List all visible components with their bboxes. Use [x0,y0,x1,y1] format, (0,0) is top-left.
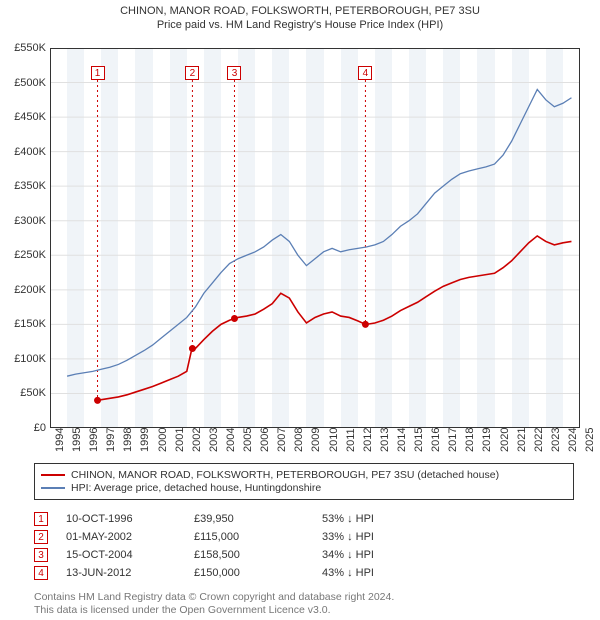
x-tick-label: 2025 [584,428,596,452]
x-tick-label: 2008 [293,428,305,452]
y-tick-label: £300K [0,215,46,227]
legend-box: CHINON, MANOR ROAD, FOLKSWORTH, PETERBOR… [34,463,574,500]
x-tick-label: 2007 [276,428,288,452]
sale-marker-2: 2 [185,66,199,80]
legend-row-hpi: HPI: Average price, detached house, Hunt… [41,482,567,494]
x-tick-label: 2003 [208,428,220,452]
x-tick-label: 2015 [413,428,425,452]
row-price: £115,000 [194,531,304,543]
x-tick-label: 1997 [105,428,117,452]
legend-label-property: CHINON, MANOR ROAD, FOLKSWORTH, PETERBOR… [71,469,499,481]
x-tick-label: 2021 [516,428,528,452]
row-price: £158,500 [194,549,304,561]
y-tick-label: £400K [0,146,46,158]
row-price: £150,000 [194,567,304,579]
row-date: 01-MAY-2002 [66,531,176,543]
sales-table: 1 10-OCT-1996 £39,950 53% ↓ HPI 2 01-MAY-2002… [34,510,574,582]
footer-line2: This data is licensed under the Open Gov… [34,604,331,616]
legend-label-hpi: HPI: Average price, detached house, Hunt… [71,482,321,494]
row-marker: 4 [34,566,48,580]
y-tick-label: £150K [0,318,46,330]
x-tick-label: 2018 [464,428,476,452]
x-tick-label: 1999 [139,428,151,452]
y-tick-label: £450K [0,111,46,123]
x-tick-label: 2000 [157,428,169,452]
y-tick-label: £200K [0,284,46,296]
x-tick-label: 1996 [88,428,100,452]
footer-line1: Contains HM Land Registry data © Crown c… [34,591,394,603]
x-tick-label: 2010 [328,428,340,452]
x-tick-label: 2013 [379,428,391,452]
row-diff: 33% ↓ HPI [322,531,472,543]
row-price: £39,950 [194,513,304,525]
sales-table-row: 1 10-OCT-1996 £39,950 53% ↓ HPI [34,510,574,528]
row-date: 13-JUN-2012 [66,567,176,579]
sales-table-row: 2 01-MAY-2002 £115,000 33% ↓ HPI [34,528,574,546]
legend-swatch-hpi [41,487,65,489]
row-diff: 43% ↓ HPI [322,567,472,579]
y-tick-label: £100K [0,353,46,365]
x-tick-label: 2024 [567,428,579,452]
plot-svg [50,48,580,428]
y-tick-label: £0 [0,422,46,434]
sale-marker-3: 3 [227,66,241,80]
row-date: 10-OCT-1996 [66,513,176,525]
y-tick-label: £500K [0,77,46,89]
sale-marker-1: 1 [91,66,105,80]
chart-area: 1234199419951996199719981999200020012002… [50,48,580,428]
row-date: 15-OCT-2004 [66,549,176,561]
title-block: CHINON, MANOR ROAD, FOLKSWORTH, PETERBOR… [0,0,600,33]
x-tick-label: 2012 [362,428,374,452]
x-tick-label: 2009 [310,428,322,452]
row-marker: 2 [34,530,48,544]
y-tick-label: £50K [0,387,46,399]
x-tick-label: 2023 [550,428,562,452]
title-line2: Price paid vs. HM Land Registry's House … [0,18,600,32]
sales-table-row: 3 15-OCT-2004 £158,500 34% ↓ HPI [34,546,574,564]
x-tick-label: 2020 [499,428,511,452]
row-marker: 1 [34,512,48,526]
x-tick-label: 1998 [122,428,134,452]
x-tick-label: 2001 [174,428,186,452]
legend-swatch-property [41,474,65,476]
y-tick-label: £550K [0,42,46,54]
x-tick-label: 1995 [71,428,83,452]
x-tick-label: 2002 [191,428,203,452]
y-tick-label: £350K [0,180,46,192]
sales-table-row: 4 13-JUN-2012 £150,000 43% ↓ HPI [34,564,574,582]
title-line1: CHINON, MANOR ROAD, FOLKSWORTH, PETERBOR… [0,4,600,18]
x-tick-label: 2022 [533,428,545,452]
footer-text: Contains HM Land Registry data © Crown c… [34,591,574,617]
x-tick-label: 2005 [242,428,254,452]
y-tick-label: £250K [0,249,46,261]
row-diff: 34% ↓ HPI [322,549,472,561]
x-tick-label: 2004 [225,428,237,452]
row-diff: 53% ↓ HPI [322,513,472,525]
x-tick-label: 2014 [396,428,408,452]
x-tick-label: 2019 [481,428,493,452]
legend-row-property: CHINON, MANOR ROAD, FOLKSWORTH, PETERBOR… [41,469,567,481]
x-tick-label: 2011 [345,428,357,452]
sale-marker-4: 4 [358,66,372,80]
x-tick-label: 2017 [447,428,459,452]
x-tick-label: 1994 [54,428,66,452]
row-marker: 3 [34,548,48,562]
x-tick-label: 2016 [430,428,442,452]
x-tick-label: 2006 [259,428,271,452]
chart-container: CHINON, MANOR ROAD, FOLKSWORTH, PETERBOR… [0,0,600,620]
